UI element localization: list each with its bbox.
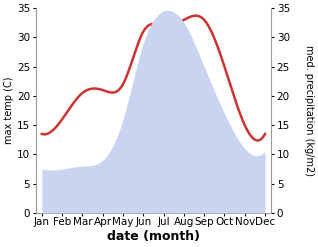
- X-axis label: date (month): date (month): [107, 230, 200, 243]
- Y-axis label: med. precipitation (kg/m2): med. precipitation (kg/m2): [304, 45, 314, 176]
- Y-axis label: max temp (C): max temp (C): [4, 77, 14, 144]
